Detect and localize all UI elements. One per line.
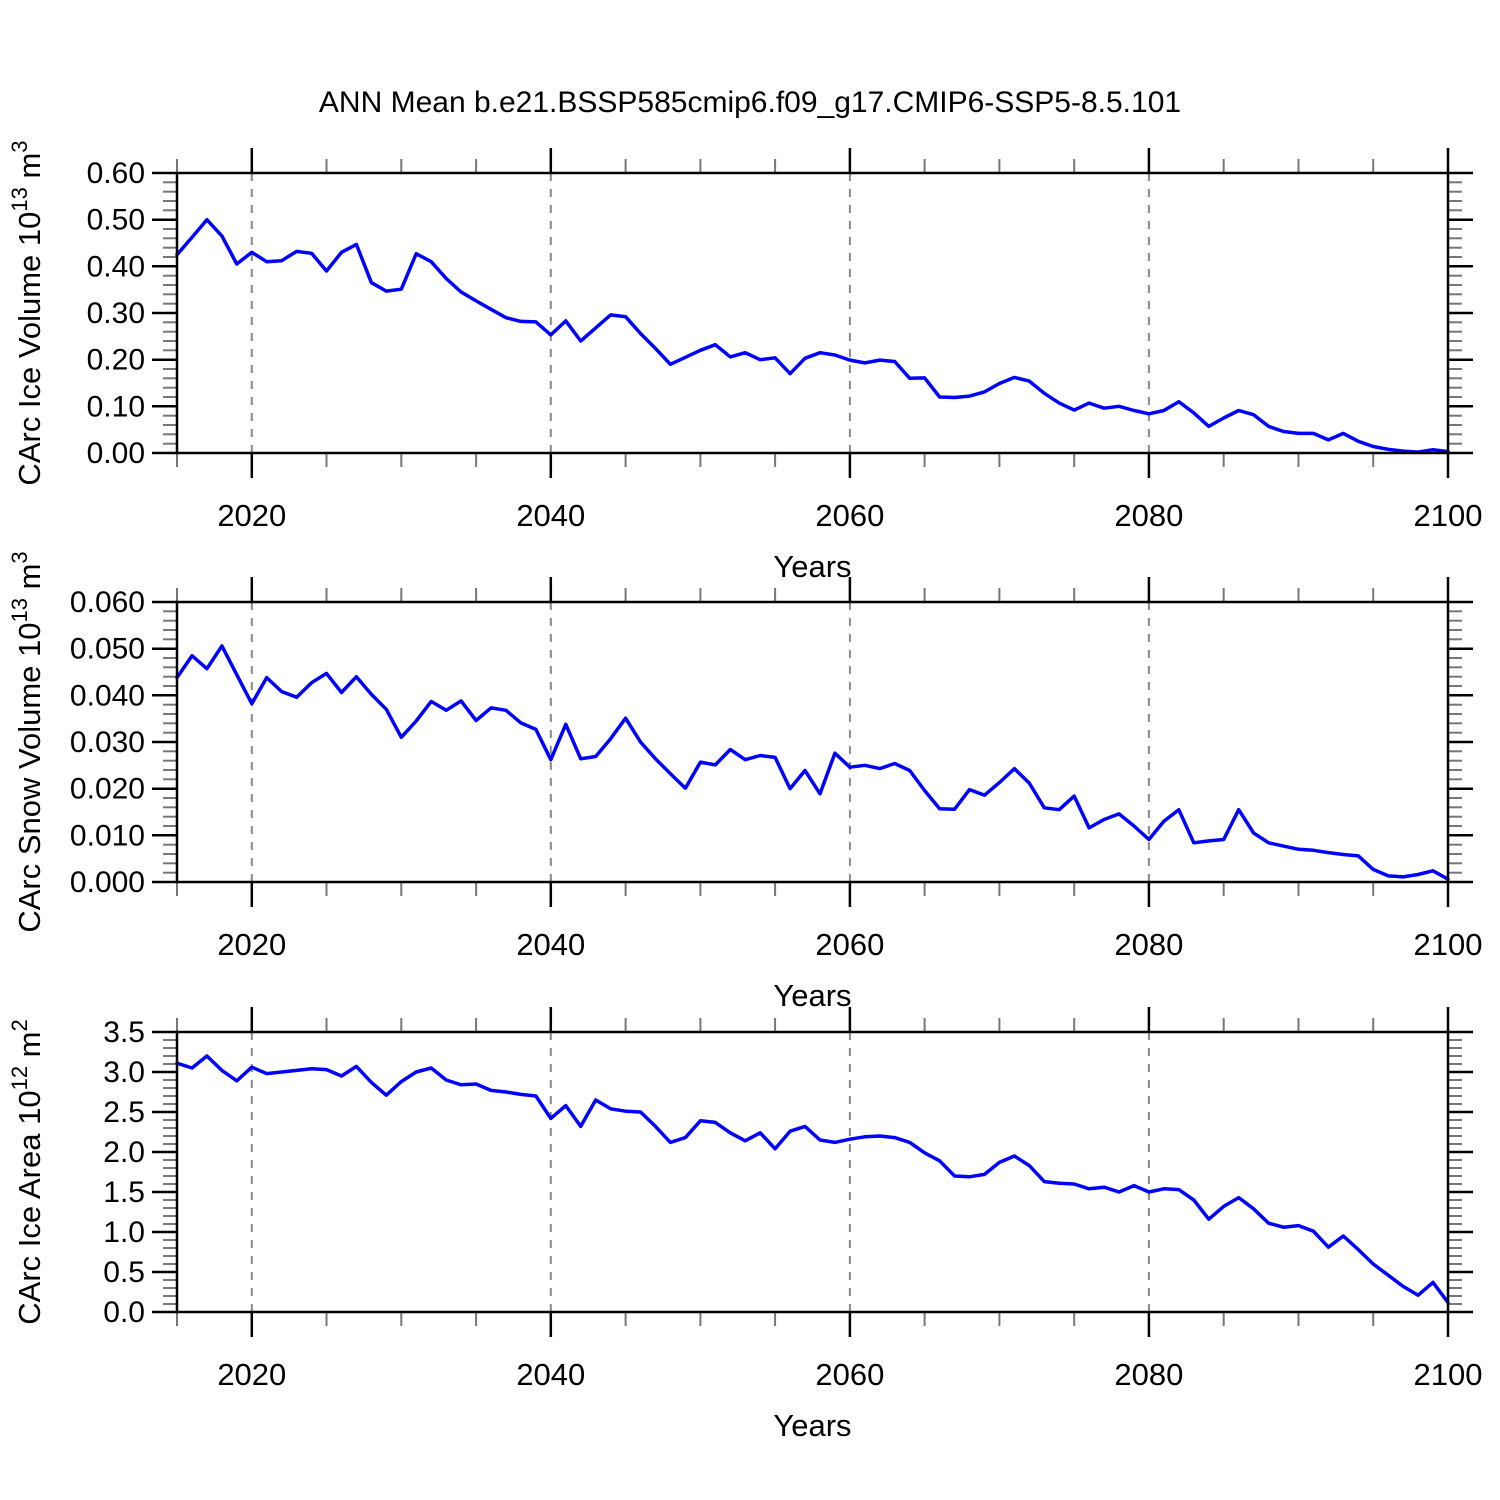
x-tick-label: 2080 <box>1114 927 1183 962</box>
y-tick-label: 0.010 <box>70 819 145 852</box>
x-tick-label: 2020 <box>217 498 286 533</box>
y-tick-label: 3.5 <box>103 1016 145 1049</box>
y-tick-label: 0.30 <box>87 297 145 330</box>
x-tick-label: 2100 <box>1414 927 1483 962</box>
y-tick-label: 0.60 <box>87 157 145 190</box>
x-axis-label: Years <box>773 978 851 1013</box>
y-tick-label: 2.5 <box>103 1096 145 1129</box>
ice-volume-plot-box <box>175 171 1450 455</box>
x-tick-label: 2020 <box>217 1357 286 1392</box>
x-tick-label: 2060 <box>815 498 884 533</box>
x-tick-label: 2040 <box>516 498 585 533</box>
y-tick-label: 0.40 <box>87 250 145 283</box>
y-tick-label: 1.5 <box>103 1176 145 1209</box>
x-tick-label: 2100 <box>1414 498 1483 533</box>
y-tick-label: 3.0 <box>103 1056 145 1089</box>
x-tick-label: 2020 <box>217 927 286 962</box>
y-tick-label: 0.20 <box>87 344 145 377</box>
x-tick-label: 2060 <box>815 1357 884 1392</box>
x-tick-label: 2040 <box>516 1357 585 1392</box>
snow-volume-y-axis-label: CArc Snow Volume 1013 m3 <box>7 551 47 932</box>
ice-area-line <box>175 1054 1450 1305</box>
x-tick-label: 2100 <box>1414 1357 1483 1392</box>
y-tick-label: 1.0 <box>103 1216 145 1249</box>
x-tick-label: 2040 <box>516 927 585 962</box>
snow-volume-line <box>175 644 1450 881</box>
y-tick-label: 0.50 <box>87 204 145 237</box>
x-tick-label: 2060 <box>815 927 884 962</box>
y-tick-label: 0.020 <box>70 773 145 806</box>
y-tick-label: 0.5 <box>103 1256 145 1289</box>
x-axis-label: Years <box>773 1408 851 1443</box>
chart-title: ANN Mean b.e21.BSSP585cmip6.f09_g17.CMIP… <box>319 86 1181 119</box>
y-tick-label: 0.060 <box>70 586 145 619</box>
x-tick-label: 2080 <box>1114 498 1183 533</box>
y-tick-label: 0.00 <box>87 437 145 470</box>
y-tick-label: 0.050 <box>70 633 145 666</box>
y-tick-label: 0.10 <box>87 390 145 423</box>
ice-volume-line <box>175 217 1450 454</box>
x-axis-label: Years <box>773 549 851 584</box>
ice-area-plot-box <box>175 1030 1450 1314</box>
ice-volume-y-axis-label: CArc Ice Volume 1013 m3 <box>7 140 47 485</box>
y-tick-label: 0.000 <box>70 866 145 899</box>
y-tick-label: 0.040 <box>70 679 145 712</box>
y-tick-label: 2.0 <box>103 1136 145 1169</box>
ice-area-y-axis-label: CArc Ice Area 1012 m2 <box>7 1019 47 1325</box>
x-tick-label: 2080 <box>1114 1357 1183 1392</box>
snow-volume-plot-box <box>175 600 1450 884</box>
y-tick-label: 0.0 <box>103 1296 145 1329</box>
y-tick-label: 0.030 <box>70 726 145 759</box>
